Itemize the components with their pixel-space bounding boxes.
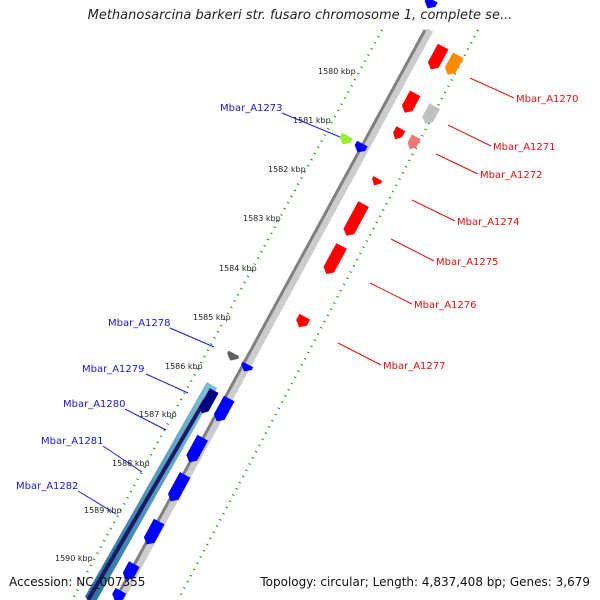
accession-text: Accession: NC_007355 xyxy=(9,575,146,589)
gene-arrow-mbar-a1270-a[interactable] xyxy=(427,43,449,70)
gene-label-left[interactable]: Mbar_A1280 xyxy=(63,399,126,410)
gene-arrow-blue[interactable] xyxy=(122,561,140,580)
gene-arrow-red[interactable] xyxy=(393,126,406,140)
gene-label-right[interactable]: Mbar_A1277 xyxy=(383,361,446,372)
gene-arrow-blue[interactable] xyxy=(143,518,165,545)
gene-arrow-mbar-a1275[interactable] xyxy=(343,201,369,236)
gc-band-navy xyxy=(86,398,207,600)
map-title: Methanosarcina barkeri str. fusaro chrom… xyxy=(87,8,513,23)
gene-label-leader xyxy=(145,373,189,394)
gene-label-right[interactable]: Mbar_A1270 xyxy=(516,94,579,105)
gene-label-leader xyxy=(435,153,479,175)
scale-tick-label: 1588 kbp xyxy=(112,459,150,468)
gene-arrow-mbar-a1282[interactable] xyxy=(168,472,191,502)
scale-tick-label: 1583 kbp xyxy=(243,214,281,223)
gene-label-leader xyxy=(369,282,413,305)
genome-backbone xyxy=(113,29,427,600)
gene-label-left[interactable]: Mbar_A1278 xyxy=(108,318,171,329)
gene-arrow-mbar-a1273[interactable] xyxy=(339,132,353,145)
gene-label-leader xyxy=(337,342,382,366)
gene-arrow-blue[interactable] xyxy=(112,587,127,600)
gene-label-leader xyxy=(124,408,167,431)
gene-label-left[interactable]: Mbar_A1273 xyxy=(220,103,283,114)
gene-label-left[interactable]: Mbar_A1282 xyxy=(16,481,79,492)
gene-arrow-mbar-a1279[interactable] xyxy=(199,388,219,414)
gene-label-leader xyxy=(390,238,435,262)
scale-tick-label: 1589 kbp xyxy=(84,506,122,515)
gene-label-right[interactable]: Mbar_A1276 xyxy=(414,300,477,311)
gene-arrow-blue[interactable] xyxy=(354,140,368,153)
gene-label-left[interactable]: Mbar_A1281 xyxy=(41,436,104,447)
gene-arrow-mbar-a1280[interactable] xyxy=(213,395,235,422)
gene-arrow-mbar-a1271[interactable] xyxy=(422,103,440,124)
gene-label-leader xyxy=(102,445,143,473)
gene-label-leader xyxy=(411,199,456,222)
gene-label-right[interactable]: Mbar_A1275 xyxy=(436,257,499,268)
gene-label-leader xyxy=(169,327,215,348)
scale-tick-label: 1584 kbp xyxy=(219,264,257,273)
scale-tick-label: 1587 kbp xyxy=(139,410,177,419)
gene-label-left[interactable]: Mbar_A1279 xyxy=(82,364,145,375)
gene-label-right[interactable]: Mbar_A1272 xyxy=(480,170,543,181)
gene-label-leader xyxy=(77,490,117,515)
outer-dotted-track-right xyxy=(176,29,480,600)
scale-tick-label: 1580 kbp xyxy=(318,67,356,76)
gene-label-leader xyxy=(281,112,341,138)
scale-tick-label: 1590 kbp xyxy=(55,554,93,563)
scale-tick-label: 1585 kbp xyxy=(193,313,231,322)
gene-arrow-blue[interactable] xyxy=(424,0,438,9)
scale-tick-label: 1581 kbp xyxy=(293,116,331,125)
gene-label-right[interactable]: Mbar_A1274 xyxy=(457,217,520,228)
gene-arrow-mbar-a1272[interactable] xyxy=(407,134,421,150)
gene-label-right[interactable]: Mbar_A1271 xyxy=(493,142,556,153)
gene-arrow-blue[interactable] xyxy=(241,361,254,372)
gene-arrow-mbar-a1277[interactable] xyxy=(296,313,311,328)
gene-arrow-mbar-a1270[interactable] xyxy=(444,52,464,75)
gene-arrow-red[interactable] xyxy=(401,90,421,113)
gene-arrow-mbar-a1276[interactable] xyxy=(323,243,347,275)
scale-tick-label: 1582 kbp xyxy=(268,165,306,174)
gene-arrow-mbar-a1278[interactable] xyxy=(227,350,240,361)
genome-backbone-shadow xyxy=(116,28,434,600)
scale-tick-label: 1586 kbp xyxy=(165,362,203,371)
gene-label-leader xyxy=(447,124,492,147)
gene-arrow-mbar-a1274[interactable] xyxy=(372,176,383,186)
gene-label-leader xyxy=(469,77,515,99)
topology-stats: Topology: circular; Length: 4,837,408 bp… xyxy=(260,575,590,589)
gene-arrow-mbar-a1281[interactable] xyxy=(186,434,208,463)
